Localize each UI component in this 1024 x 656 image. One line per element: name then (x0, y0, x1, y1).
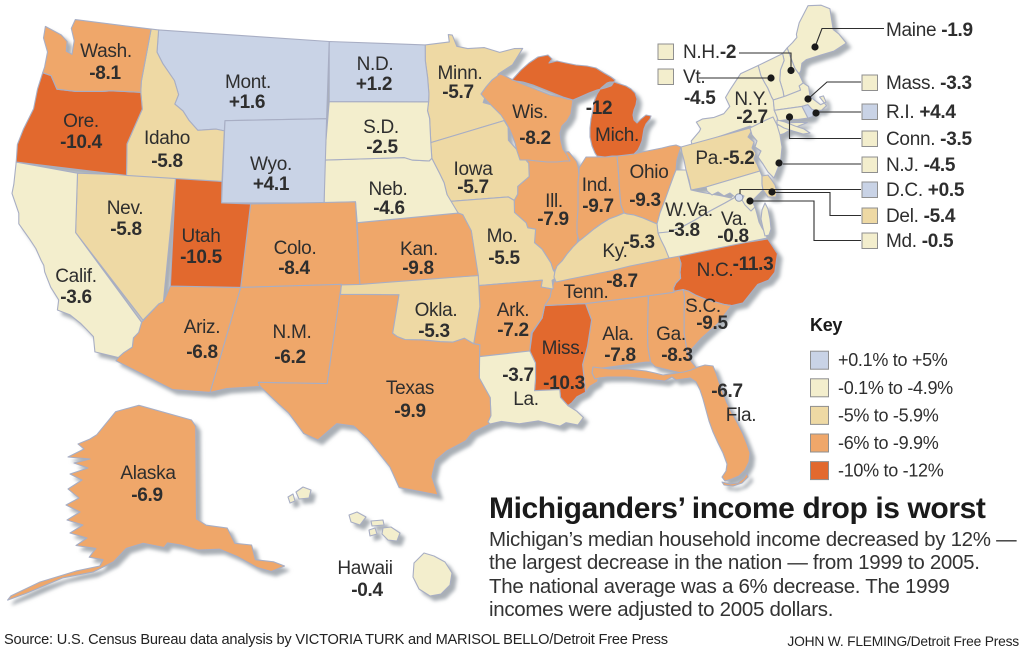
svg-text:Texas: Texas (386, 378, 434, 399)
svg-text:Wash.: Wash. (80, 41, 132, 62)
svg-text:Wis.: Wis. (512, 102, 548, 123)
svg-text:-9.8: -9.8 (402, 258, 434, 279)
svg-text:-6.9: -6.9 (131, 485, 163, 506)
svg-text:N.H.-2: N.H.-2 (683, 42, 736, 63)
svg-text:S.D.: S.D. (363, 117, 399, 138)
svg-text:-12: -12 (586, 98, 613, 119)
svg-text:-6% to -9.9%: -6% to -9.9% (838, 433, 939, 453)
svg-text:-5.3: -5.3 (418, 321, 450, 342)
svg-text:Iowa: Iowa (454, 159, 494, 180)
svg-text:-5% to -5.9%: -5% to -5.9% (838, 405, 939, 425)
svg-text:Wyo.: Wyo. (250, 154, 292, 175)
svg-text:Del. -5.4: Del. -5.4 (886, 206, 956, 227)
svg-text:-0.1% to -4.9%: -0.1% to -4.9% (838, 378, 953, 398)
svg-text:Miss.: Miss. (542, 338, 585, 359)
svg-text:Va.: Va. (721, 209, 747, 230)
svg-text:-2.7: -2.7 (736, 107, 768, 128)
svg-text:-7.9: -7.9 (537, 209, 569, 230)
svg-text:-5.3: -5.3 (623, 232, 655, 253)
svg-text:-8.2: -8.2 (519, 128, 551, 149)
svg-text:N.Y.: N.Y. (734, 89, 767, 110)
svg-text:-10.5: -10.5 (180, 247, 223, 268)
svg-text:Alaska: Alaska (120, 463, 176, 484)
svg-text:-8.4: -8.4 (278, 258, 310, 279)
svg-text:-10.3: -10.3 (543, 373, 585, 394)
svg-text:Hawaii: Hawaii (337, 558, 392, 579)
svg-text:Maine -1.9: Maine -1.9 (886, 20, 973, 41)
svg-text:Ohio: Ohio (630, 162, 669, 183)
svg-text:N.J. -4.5: N.J. -4.5 (886, 155, 956, 176)
svg-text:Ala.: Ala. (602, 324, 634, 345)
svg-text:Md. -0.5: Md. -0.5 (886, 231, 954, 252)
svg-text:S.C.: S.C. (685, 296, 721, 317)
svg-text:-5.8: -5.8 (110, 219, 142, 240)
svg-text:Ariz.: Ariz. (184, 317, 221, 338)
svg-text:Utah: Utah (182, 226, 221, 247)
svg-text:N.M.: N.M. (273, 322, 312, 343)
svg-text:-3.8: -3.8 (668, 220, 700, 241)
svg-text:Kan.: Kan. (400, 239, 438, 260)
svg-text:R.I. +4.4: R.I. +4.4 (886, 102, 956, 123)
svg-text:Ore.: Ore. (63, 111, 99, 132)
svg-text:-8.3: -8.3 (661, 345, 693, 366)
svg-text:Vt.: Vt. (683, 67, 705, 88)
svg-text:-6.2: -6.2 (274, 347, 306, 368)
svg-text:-10% to -12%: -10% to -12% (838, 461, 944, 481)
svg-text:Calif.: Calif. (55, 266, 97, 287)
svg-text:Fla.: Fla. (726, 405, 756, 426)
svg-text:-5.7: -5.7 (457, 177, 489, 198)
svg-text:Colo.: Colo. (274, 238, 317, 259)
svg-text:-9.9: -9.9 (394, 401, 426, 422)
svg-text:Ky.: Ky. (602, 241, 627, 262)
svg-text:-6.7: -6.7 (711, 381, 743, 402)
svg-text:+4.1: +4.1 (253, 174, 290, 195)
svg-text:Idaho: Idaho (144, 128, 190, 149)
svg-text:Pa.-5.2: Pa.-5.2 (695, 148, 754, 169)
svg-text:-0.8: -0.8 (717, 226, 749, 247)
svg-text:-8.7: -8.7 (606, 271, 638, 292)
svg-text:-2.5: -2.5 (366, 137, 398, 158)
svg-text:Mont.: Mont. (225, 72, 271, 93)
svg-text:Neb.: Neb. (369, 179, 408, 200)
svg-text:Conn. -3.5: Conn. -3.5 (886, 129, 972, 150)
svg-text:W.Va.: W.Va. (665, 200, 713, 221)
svg-text:-5.7: -5.7 (442, 82, 474, 103)
svg-text:La.: La. (513, 389, 539, 410)
svg-text:-3.6: -3.6 (60, 287, 92, 308)
svg-text:N.D.: N.D. (357, 54, 394, 75)
svg-text:+0.1% to +5%: +0.1% to +5% (838, 350, 948, 370)
svg-text:Okla.: Okla. (415, 300, 458, 321)
svg-text:-3.7: -3.7 (502, 365, 534, 386)
svg-text:Ark.: Ark. (497, 300, 530, 321)
svg-text:Ill.: Ill. (545, 191, 563, 212)
svg-text:N.C.: N.C. (697, 260, 734, 281)
svg-text:-4.5: -4.5 (684, 88, 716, 109)
svg-text:-7.8: -7.8 (604, 345, 636, 366)
svg-text:-5.8: -5.8 (151, 151, 183, 172)
svg-text:-9.7: -9.7 (582, 196, 614, 217)
svg-text:Minn.: Minn. (438, 63, 483, 84)
svg-text:Mass. -3.3: Mass. -3.3 (886, 73, 972, 94)
svg-text:Nev.: Nev. (107, 198, 143, 219)
svg-text:Key: Key (810, 315, 842, 335)
svg-text:Tenn.: Tenn. (564, 282, 609, 303)
svg-text:-6.8: -6.8 (186, 342, 218, 363)
svg-text:-7.2: -7.2 (497, 320, 529, 341)
svg-text:-10.4: -10.4 (60, 132, 103, 153)
svg-text:-0.4: -0.4 (351, 580, 383, 601)
svg-text:Ga.: Ga. (656, 324, 686, 345)
svg-text:Mo.: Mo. (487, 226, 518, 247)
svg-text:-4.6: -4.6 (373, 198, 405, 219)
svg-text:Mich.: Mich. (595, 125, 639, 146)
svg-text:-9.5: -9.5 (696, 313, 728, 334)
svg-text:D.C. +0.5: D.C. +0.5 (886, 180, 965, 201)
svg-text:+1.6: +1.6 (229, 92, 265, 113)
svg-text:-9.3: -9.3 (629, 190, 661, 211)
svg-text:-5.5: -5.5 (488, 248, 520, 269)
svg-text:Ind.: Ind. (582, 175, 613, 196)
svg-text:-8.1: -8.1 (89, 63, 121, 84)
svg-text:+1.2: +1.2 (356, 74, 392, 95)
svg-text:-11.3: -11.3 (733, 254, 774, 275)
